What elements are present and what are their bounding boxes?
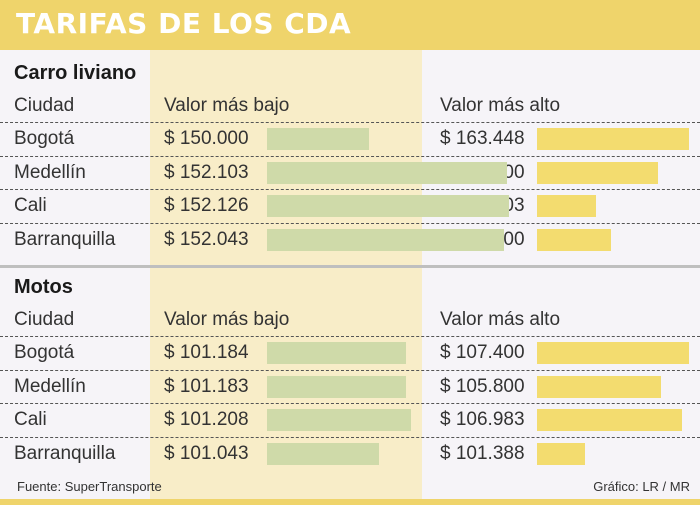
row-low-value: $ 101.183 [164,375,249,397]
row-high-value: $ 101.388 [440,442,525,464]
row-separator [0,336,700,337]
row-separator [0,189,700,190]
header-city: Ciudad [14,95,75,116]
low-value-bar [267,228,504,251]
low-value-bar [267,342,406,364]
high-value-bar [537,128,689,150]
row-separator [0,403,700,404]
row-city: Medellín [14,161,86,183]
row-separator [0,222,700,224]
low-value-bar [267,409,411,431]
section-divider [0,265,700,268]
row-low-value: $ 101.208 [164,409,249,430]
high-value-bar [537,195,596,217]
row-low-value: $ 152.126 [164,195,249,216]
section-title: Carro liviano [14,62,137,84]
credit-note: Gráfico: LR / MR [593,479,690,494]
row-low-value: $ 150.000 [164,128,249,149]
low-value-bar [267,195,509,217]
row-low-value: $ 101.184 [164,342,249,363]
high-value-bar [537,375,661,398]
row-low-value: $ 101.043 [164,442,249,464]
row-city: Cali [14,409,47,430]
bottom-strip [0,499,700,505]
row-city: Cali [14,195,47,216]
high-value-bar [537,442,585,465]
row-city: Bogotá [14,128,75,149]
row-low-value: $ 152.043 [164,228,249,250]
header-high: Valor más alto [440,95,561,116]
row-city: Barranquilla [14,228,116,250]
high-value-bar [537,409,682,431]
row-high-value: $ 105.800 [440,375,525,397]
row-high-value: $ 163.448 [440,128,525,149]
row-separator [0,436,700,438]
chart-title: TARIFAS DE LOS CDA [16,7,352,40]
header-low: Valor más bajo [164,95,290,116]
row-city: Barranquilla [14,442,116,464]
high-value-bar [537,342,689,364]
high-value-bar [537,161,658,184]
low-value-bar [267,128,369,150]
header-high: Valor más alto [440,309,561,330]
header-city: Ciudad [14,309,75,330]
low-value-bar [267,161,507,184]
row-separator [0,369,700,371]
title-bar: TARIFAS DE LOS CDA [0,0,700,50]
row-city: Bogotá [14,342,75,363]
high-value-bar [537,228,611,251]
low-value-bar [267,442,379,465]
low-value-bar [267,375,406,398]
row-city: Medellín [14,375,86,397]
row-separator [0,155,700,157]
low-value-column-highlight [150,50,422,499]
row-high-value: $ 106.983 [440,409,525,430]
header-low: Valor más bajo [164,309,290,330]
row-high-value: $ 107.400 [440,342,525,363]
source-note: Fuente: SuperTransporte [17,479,162,494]
row-low-value: $ 152.103 [164,161,249,183]
row-separator [0,122,700,123]
section-title: Motos [14,276,73,298]
